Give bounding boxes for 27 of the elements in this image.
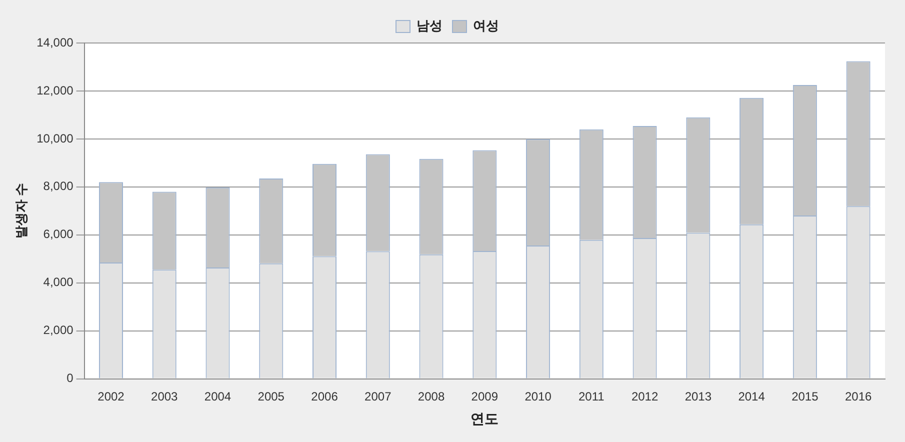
x-tick-label: 2013 — [684, 389, 712, 404]
x-tick-label: 2005 — [258, 389, 285, 404]
y-tick-label: 12,000 — [36, 83, 74, 98]
y-tick-label: 14,000 — [36, 35, 74, 50]
x-tick-label: 2015 — [792, 389, 819, 404]
x-tick-label: 2016 — [844, 389, 872, 404]
legend-label: 여성 — [473, 18, 499, 34]
x-tick-label: 2007 — [364, 389, 392, 404]
y-tick-label: 2,000 — [43, 323, 74, 338]
y-axis-title: 발생자 수 — [13, 183, 28, 239]
x-tick-label: 2014 — [738, 389, 766, 404]
x-tick-label: 2008 — [418, 389, 445, 404]
x-tick-label: 2004 — [204, 389, 232, 404]
y-tick-label: 4,000 — [43, 275, 74, 290]
y-tick-label: 10,000 — [36, 131, 74, 146]
x-tick-label: 2011 — [578, 389, 605, 404]
legend-label: 남성 — [416, 18, 442, 34]
x-axis-title: 연도 — [470, 410, 499, 426]
x-tick-label: 2010 — [524, 389, 552, 404]
y-tick-label: 0 — [66, 371, 74, 386]
x-tick-label: 2012 — [631, 389, 658, 404]
x-tick-label: 2009 — [471, 389, 498, 404]
y-tick-label: 6,000 — [43, 227, 74, 242]
x-tick-label: 2003 — [151, 389, 178, 404]
x-tick-label: 2006 — [311, 389, 338, 404]
x-tick-label: 2002 — [98, 389, 125, 404]
y-tick-label: 8,000 — [43, 179, 74, 194]
